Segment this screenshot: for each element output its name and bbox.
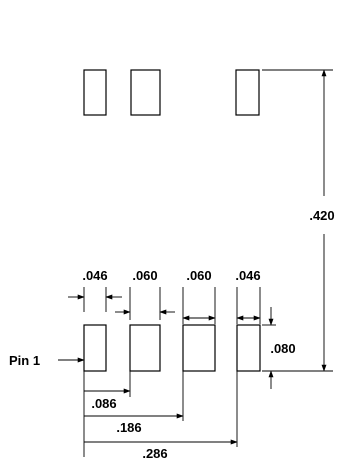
dim-w4-label: .046 <box>235 268 260 283</box>
top-pad-3 <box>235 69 260 116</box>
dim-w2-label: .060 <box>132 268 157 283</box>
pin1-label: Pin 1 <box>9 353 40 368</box>
dim-pitch-2-label: .186 <box>116 420 141 435</box>
bottom-pad-4 <box>236 324 261 372</box>
top-pad-1 <box>83 69 107 116</box>
dim-spacing-label: .420 <box>309 208 334 223</box>
bottom-pad-3 <box>182 324 216 372</box>
bottom-pad-2 <box>129 324 161 372</box>
dim-w1-label: .046 <box>82 268 107 283</box>
bottom-pad-1 <box>83 324 107 372</box>
dim-height-label: .080 <box>270 341 295 356</box>
dim-pitch-1-label: .086 <box>91 396 116 411</box>
dim-w3-label: .060 <box>186 268 211 283</box>
top-pad-2 <box>130 69 161 116</box>
dim-pitch-3-label: .286 <box>142 446 167 461</box>
